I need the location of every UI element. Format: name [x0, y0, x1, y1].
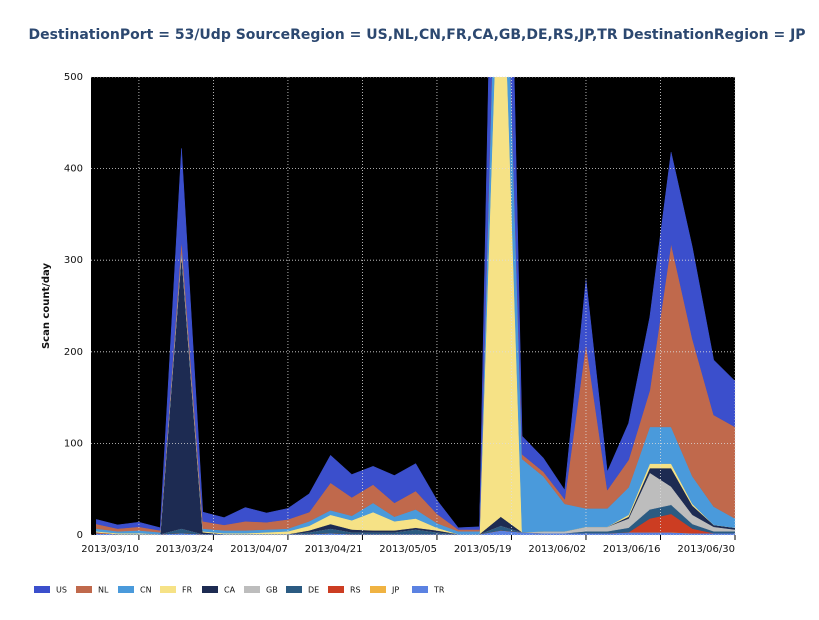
- legend-label: NL: [98, 586, 109, 595]
- x-tick-label: 2013/03/10: [81, 544, 139, 555]
- legend-label: FR: [182, 586, 193, 595]
- y-tick-label: 0: [77, 530, 83, 541]
- chart-title: DestinationPort = 53/Udp SourceRegion = …: [28, 27, 805, 43]
- legend-label: CN: [140, 586, 152, 595]
- x-tick-label: 2013/03/24: [156, 544, 214, 555]
- legend-swatch: [412, 586, 428, 593]
- legend-swatch: [160, 586, 176, 593]
- legend-swatch: [118, 586, 134, 593]
- y-axis-label: Scan count/day: [41, 262, 52, 349]
- areas: [96, 77, 735, 535]
- x-tick-label: 2013/06/30: [677, 544, 735, 555]
- y-tick-label: 200: [64, 347, 83, 358]
- x-tick-label: 2013/06/16: [603, 544, 661, 555]
- legend-label: US: [56, 586, 67, 595]
- legend-label: RS: [350, 586, 361, 595]
- legend-label: TR: [433, 586, 445, 595]
- legend-swatch: [34, 586, 50, 593]
- y-tick-label: 100: [64, 438, 83, 449]
- area: [96, 77, 735, 531]
- x-tick-label: 2013/04/21: [305, 544, 363, 555]
- legend-label: JP: [391, 586, 399, 595]
- y-tick-label: 300: [64, 255, 83, 266]
- legend-label: GB: [266, 586, 278, 595]
- y-tick-label: 400: [64, 164, 83, 175]
- x-tick-label: 2013/05/19: [454, 544, 512, 555]
- legend-swatch: [202, 586, 218, 593]
- legend-swatch: [244, 586, 260, 593]
- y-tick-label: 500: [64, 72, 83, 83]
- x-tick-label: 2013/06/02: [528, 544, 586, 555]
- x-tick-label: 2013/04/07: [230, 544, 288, 555]
- x-tick-label: 2013/05/05: [379, 544, 437, 555]
- legend-swatch: [286, 586, 302, 593]
- legend-label: CA: [224, 586, 236, 595]
- legend-label: DE: [308, 586, 319, 595]
- legend-swatch: [370, 586, 386, 593]
- legend-swatch: [76, 586, 92, 593]
- legend-swatch: [328, 586, 344, 593]
- grid: [91, 76, 736, 536]
